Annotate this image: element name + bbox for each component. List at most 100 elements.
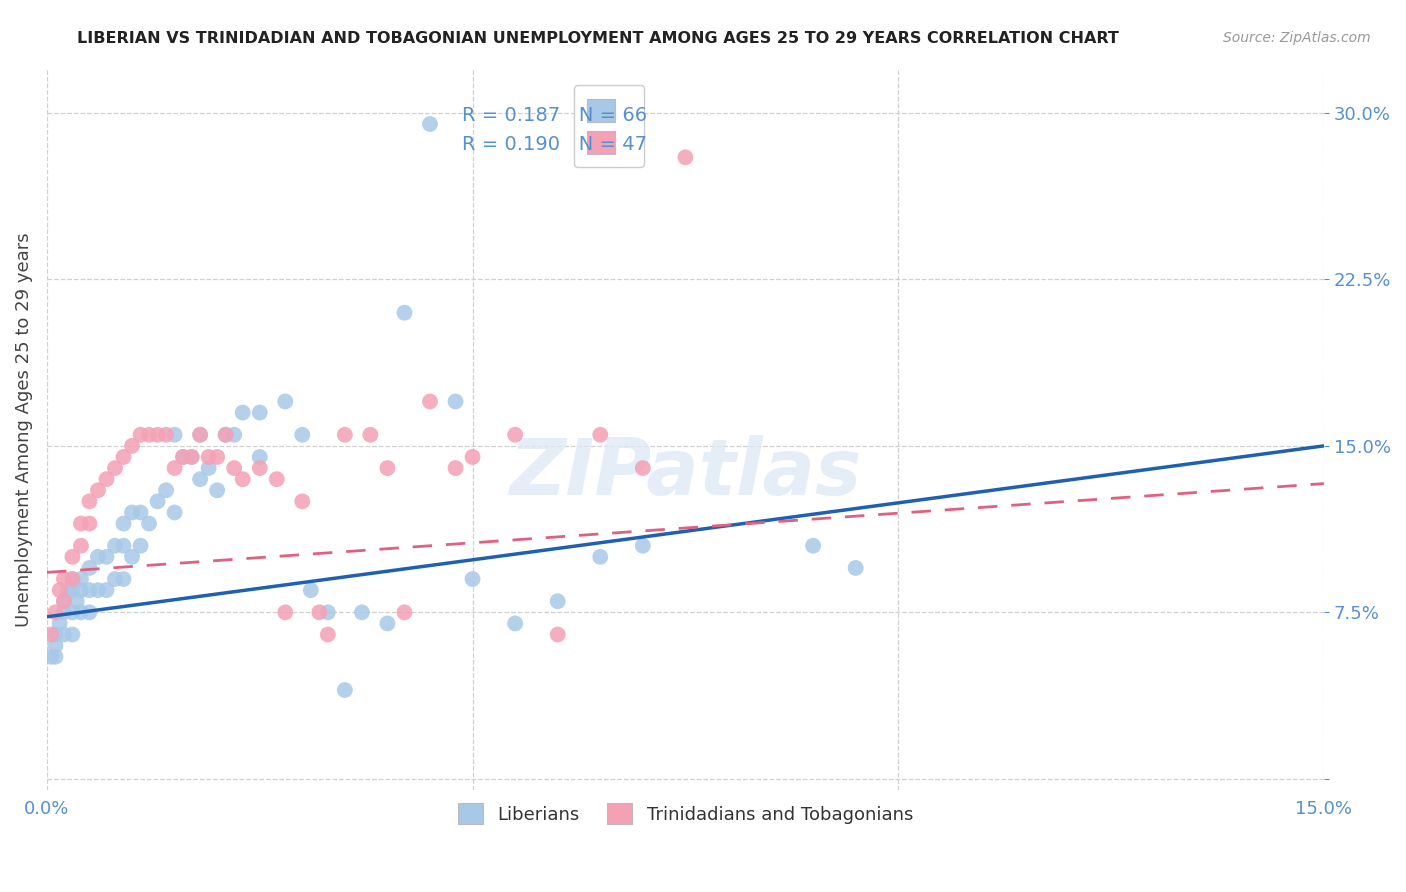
Point	[87, 583, 110, 598]
Point	[56, 583, 79, 598]
Point	[104, 572, 127, 586]
Point	[461, 572, 484, 586]
Point	[79, 605, 101, 619]
Point	[129, 427, 152, 442]
Point	[249, 450, 271, 464]
Point	[350, 605, 373, 619]
Point	[224, 427, 246, 442]
Point	[96, 549, 118, 564]
Point	[631, 461, 654, 475]
Point	[112, 516, 135, 531]
Text: Source: ZipAtlas.com: Source: ZipAtlas.com	[1223, 31, 1371, 45]
Point	[394, 605, 416, 619]
Point	[62, 627, 84, 641]
Point	[155, 427, 177, 442]
Point	[801, 539, 824, 553]
Point	[112, 450, 135, 464]
Point	[79, 516, 101, 531]
Point	[39, 627, 62, 641]
Point	[44, 627, 66, 641]
Point	[249, 461, 271, 475]
Point	[96, 583, 118, 598]
Point	[291, 494, 314, 508]
Point	[205, 483, 228, 498]
Point	[419, 117, 441, 131]
Point	[172, 450, 194, 464]
Point	[52, 572, 75, 586]
Point	[316, 605, 339, 619]
Point	[146, 494, 169, 508]
Point	[62, 549, 84, 564]
Point	[112, 539, 135, 553]
Point	[274, 605, 297, 619]
Point	[138, 427, 160, 442]
Text: ZIPatlas: ZIPatlas	[509, 434, 862, 510]
Point	[249, 406, 271, 420]
Text: R = 0.187   N = 66: R = 0.187 N = 66	[463, 106, 647, 125]
Point	[129, 539, 152, 553]
Point	[232, 472, 254, 486]
Point	[48, 583, 70, 598]
Text: R = 0.190   N = 47: R = 0.190 N = 47	[463, 135, 647, 153]
Point	[291, 427, 314, 442]
Point	[52, 605, 75, 619]
Point	[79, 494, 101, 508]
Point	[96, 472, 118, 486]
Point	[308, 605, 330, 619]
Point	[104, 539, 127, 553]
Point	[87, 549, 110, 564]
Point	[52, 627, 75, 641]
Text: LIBERIAN VS TRINIDADIAN AND TOBAGONIAN UNEMPLOYMENT AMONG AGES 25 TO 29 YEARS CO: LIBERIAN VS TRINIDADIAN AND TOBAGONIAN U…	[77, 31, 1119, 46]
Point	[299, 583, 322, 598]
Point	[673, 150, 696, 164]
Point	[163, 427, 186, 442]
Point	[62, 572, 84, 586]
Point	[52, 594, 75, 608]
Point	[205, 450, 228, 464]
Point	[44, 649, 66, 664]
Point	[104, 461, 127, 475]
Point	[70, 516, 93, 531]
Y-axis label: Unemployment Among Ages 25 to 29 years: Unemployment Among Ages 25 to 29 years	[15, 232, 32, 626]
Point	[419, 394, 441, 409]
Point	[547, 594, 569, 608]
Point	[180, 450, 202, 464]
Point	[232, 406, 254, 420]
Point	[121, 549, 143, 564]
Point	[316, 627, 339, 641]
Point	[70, 605, 93, 619]
Point	[444, 394, 467, 409]
Point	[589, 549, 612, 564]
Point	[333, 427, 356, 442]
Point	[48, 616, 70, 631]
Point	[172, 450, 194, 464]
Point	[66, 594, 89, 608]
Point	[138, 516, 160, 531]
Point	[163, 461, 186, 475]
Point	[547, 627, 569, 641]
Point	[62, 572, 84, 586]
Point	[180, 450, 202, 464]
Point	[62, 605, 84, 619]
Point	[503, 616, 526, 631]
Point	[266, 472, 288, 486]
Point	[461, 450, 484, 464]
Point	[44, 605, 66, 619]
Point	[631, 539, 654, 553]
Point	[112, 572, 135, 586]
Point	[503, 427, 526, 442]
Point	[359, 427, 381, 442]
Point	[121, 506, 143, 520]
Point	[215, 427, 238, 442]
Point	[146, 427, 169, 442]
Point	[377, 461, 399, 475]
Point	[155, 483, 177, 498]
Point	[589, 427, 612, 442]
Point	[70, 539, 93, 553]
Point	[52, 594, 75, 608]
Point	[197, 461, 219, 475]
Point	[197, 450, 219, 464]
Point	[44, 639, 66, 653]
Point	[188, 472, 211, 486]
Point	[188, 427, 211, 442]
